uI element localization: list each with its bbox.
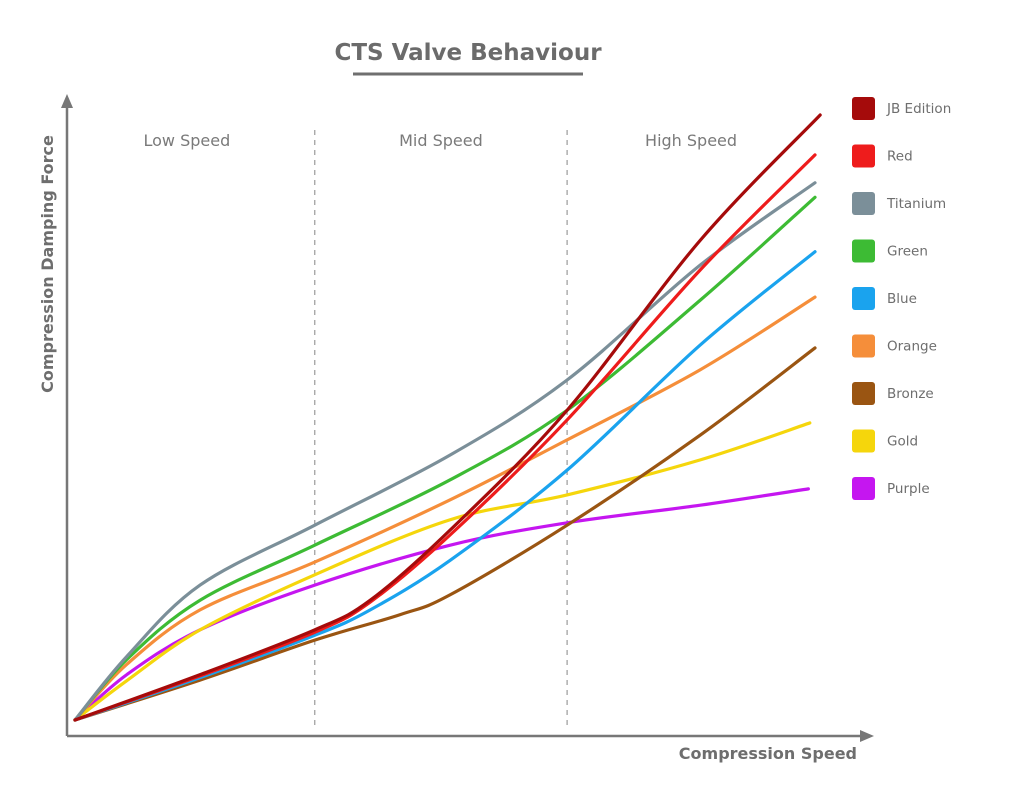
legend-label-blue: Blue	[887, 291, 917, 307]
series-line-bronze	[73, 346, 817, 722]
legend-swatch-blue	[852, 287, 875, 310]
y-axis-label: Compression Damping Force	[38, 135, 57, 393]
legend-label-green: Green	[887, 244, 928, 260]
legend-swatch-purple	[852, 477, 875, 500]
legend-item-jb-edition: JB Edition	[852, 97, 951, 120]
series-line-jb-edition	[73, 113, 822, 722]
legend-label-orange: Orange	[887, 339, 937, 355]
legend-item-green: Green	[852, 239, 928, 263]
legend-label-jb-edition: JB Edition	[886, 101, 951, 117]
legend-label-titanium: Titanium	[886, 196, 946, 212]
legend-swatch-green	[852, 239, 875, 263]
region-label-low-speed: Low Speed	[144, 131, 231, 150]
region-label-mid-speed: Mid Speed	[399, 131, 483, 150]
region-dividers	[314, 130, 568, 730]
region-label-high-speed: High Speed	[645, 131, 737, 150]
legend-label-gold: Gold	[887, 434, 918, 450]
legend-label-red: Red	[887, 149, 913, 165]
legend-swatch-red	[852, 144, 875, 168]
legend-item-blue: Blue	[852, 287, 917, 310]
series-line-orange	[73, 295, 817, 722]
series-line-gold	[73, 421, 812, 722]
legend-item-purple: Purple	[852, 477, 930, 500]
legend-item-red: Red	[852, 144, 913, 168]
legend-item-orange: Orange	[852, 334, 937, 358]
legend-item-bronze: Bronze	[852, 382, 934, 405]
series-line-purple	[73, 487, 810, 722]
series-line-titanium	[73, 181, 817, 722]
legend-item-titanium: Titanium	[852, 192, 946, 215]
series-lines	[73, 113, 822, 722]
x-axis-arrow-icon	[860, 730, 874, 742]
series-line-blue	[73, 250, 817, 722]
legend-swatch-jb-edition	[852, 97, 875, 120]
legend-label-purple: Purple	[887, 481, 930, 497]
legend-swatch-titanium	[852, 192, 875, 215]
y-axis-arrow-icon	[61, 94, 73, 108]
region-labels: Low Speed Mid Speed High Speed	[144, 131, 738, 150]
series-line-green	[73, 195, 817, 722]
legend-swatch-gold	[852, 429, 875, 453]
legend: JB Edition Red Titanium Green Blue Orange Bron…	[852, 97, 951, 500]
chart-title: CTS Valve Behaviour	[334, 40, 602, 66]
legend-label-bronze: Bronze	[887, 386, 934, 402]
legend-swatch-orange	[852, 334, 875, 358]
x-axis-label: Compression Speed	[679, 744, 857, 763]
legend-item-gold: Gold	[852, 429, 918, 453]
legend-swatch-bronze	[852, 382, 875, 405]
